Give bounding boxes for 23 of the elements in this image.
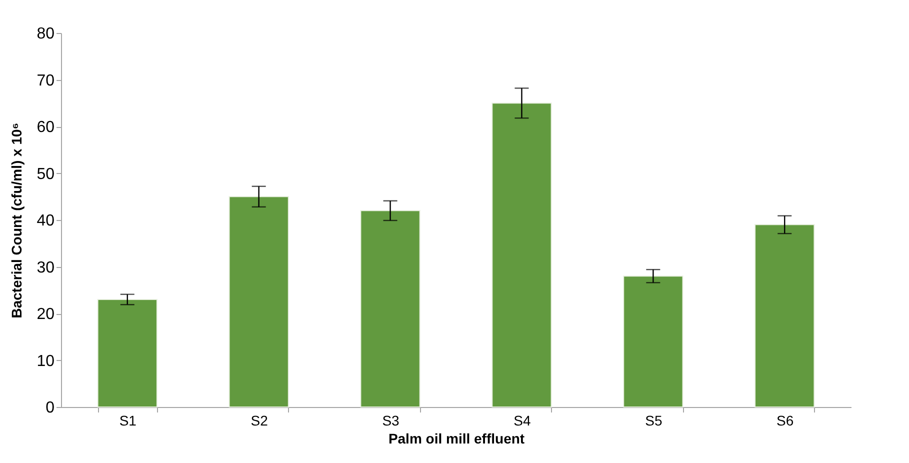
bar [623,276,684,408]
bar [754,224,815,408]
bar [228,196,289,408]
y-tick-label: 0 [46,400,55,416]
y-tick-label: 10 [36,352,55,370]
y-axis-title: Bacterial Count (cfu/ml) x 10⁶ [8,122,25,318]
bar [360,210,420,408]
y-tick-label: 60 [36,119,55,136]
y-tick-label: 20 [36,306,55,323]
y-tick-label: 40 [36,212,55,230]
x-tick-label: S6 [776,412,794,428]
y-tick-label: 80 [36,26,55,42]
x-tick-label: S1 [119,412,137,428]
x-tick-label: S3 [382,412,400,428]
y-tick-label: 30 [36,259,55,276]
y-tick-label: 50 [36,166,55,183]
y-tick-label: 70 [36,72,55,90]
x-tick-label: S4 [514,412,531,428]
bar [492,102,552,408]
x-tick-label: S5 [645,412,662,428]
bar [97,298,158,408]
x-axis-title: Palm oil mill effluent [388,430,525,446]
x-tick-label: S2 [250,412,268,428]
